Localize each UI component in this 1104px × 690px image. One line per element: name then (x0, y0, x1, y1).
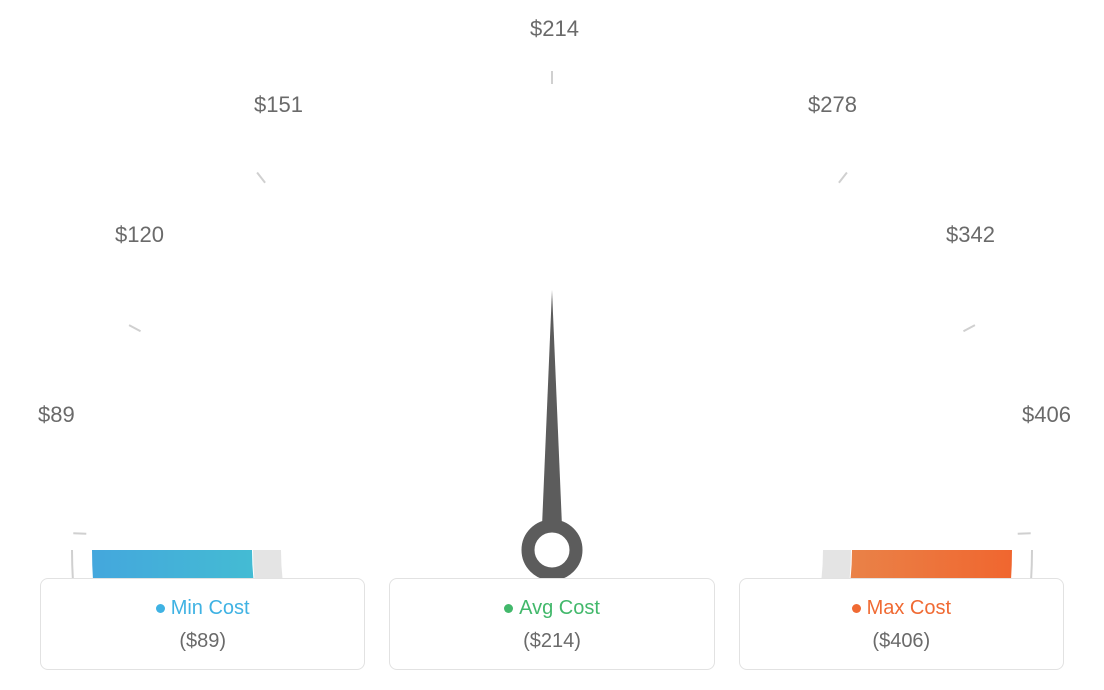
gauge-band-tick (785, 281, 820, 316)
gauge-band-tick (213, 377, 258, 400)
gauge-area: $89 $120 $151 $214 $278 $342 $406 (0, 0, 1104, 560)
legend-title-text: Max Cost (867, 597, 951, 619)
legend-value: ($89) (51, 630, 354, 653)
gauge-band-tick (746, 243, 775, 283)
gauge-tick-label: $151 (254, 92, 303, 118)
gauge-tick-label: $278 (808, 92, 857, 118)
legend-card: Avg Cost ($214) (389, 578, 714, 670)
gauge-needle (541, 290, 563, 550)
gauge-band-tick (650, 168, 676, 248)
legend-title: Avg Cost (400, 597, 703, 620)
gauge-band-tick (227, 314, 295, 363)
legend-card: Max Cost ($406) (739, 578, 1064, 670)
gauge-needle-hub (528, 526, 576, 574)
gauge-tick-label: $342 (946, 222, 995, 248)
gauge-band-tick (329, 243, 358, 283)
gauge-band-tick (604, 175, 612, 224)
gauge-outline-tick (963, 325, 974, 331)
gauge-band-tick (379, 211, 402, 256)
legend-row: Min Cost ($89) Avg Cost ($214) Max Cost ($406… (0, 578, 1104, 670)
gauge-band-tick (177, 491, 226, 499)
legend-title: Min Cost (51, 597, 354, 620)
chart-container: $89 $120 $151 $214 $278 $342 $406 Min Cost ($89… (0, 0, 1104, 690)
gauge-band-tick (283, 281, 318, 316)
legend-title-text: Min Cost (171, 597, 250, 619)
gauge-tick-label: $120 (115, 222, 164, 248)
legend-title-text: Avg Cost (519, 597, 600, 619)
gauge-tick-label: $89 (38, 402, 75, 428)
gauge-band-tick (191, 433, 239, 448)
gauge-band-tick (866, 433, 914, 448)
legend-dot-icon (852, 604, 861, 613)
gauge-outline-tick (257, 173, 265, 183)
gauge-band-tick (809, 314, 877, 363)
legend-dot-icon (156, 604, 165, 613)
gauge-band-tick (878, 491, 927, 499)
legend-title: Max Cost (750, 597, 1053, 620)
legend-value: ($406) (750, 630, 1053, 653)
gauge-band-tick (428, 168, 454, 248)
gauge-tick-label: $406 (1022, 402, 1071, 428)
gauge-band-tick (846, 377, 891, 400)
gauge-band-tick (493, 175, 501, 224)
gauge-band-tick (702, 211, 725, 256)
gauge-tick-label: $214 (530, 16, 579, 42)
legend-dot-icon (504, 604, 513, 613)
legend-card: Min Cost ($89) (40, 578, 365, 670)
gauge-outline-tick (839, 173, 847, 183)
gauge-svg (0, 20, 1104, 580)
legend-value: ($214) (400, 630, 703, 653)
gauge-outline-tick (129, 325, 140, 331)
